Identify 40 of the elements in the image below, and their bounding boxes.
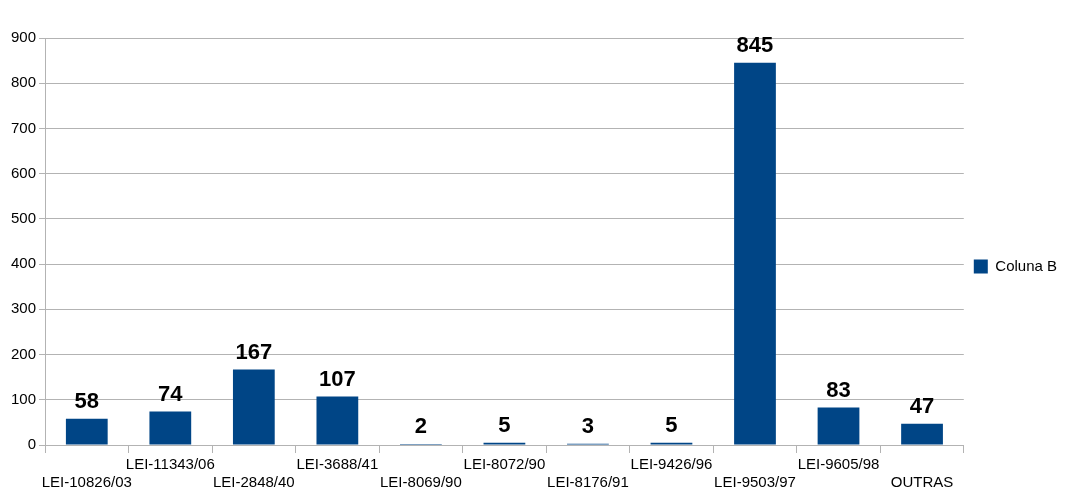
bar <box>817 407 860 445</box>
x-tick-label: LEI-9605/98 <box>797 455 880 473</box>
y-tick-label: 200 <box>11 344 37 362</box>
bar <box>232 369 275 445</box>
x-tick-label: LEI-8069/90 <box>380 473 462 491</box>
y-tick-label: 500 <box>11 209 37 227</box>
y-tick-label: 0 <box>27 435 37 453</box>
x-tick-label: LEI-11343/06 <box>125 455 215 473</box>
bar <box>901 423 943 445</box>
y-tick-label: 300 <box>11 299 37 317</box>
y-tick-label: 700 <box>11 118 37 136</box>
x-tick-label: LEI-8072/90 <box>463 455 546 473</box>
data-label: 83 <box>826 376 851 402</box>
data-label: 167 <box>235 338 273 364</box>
x-tick-label: LEI-10826/03 <box>41 473 132 491</box>
bar <box>65 418 108 445</box>
data-label: 5 <box>665 411 678 437</box>
x-tick-label: LEI-9503/97 <box>714 473 796 491</box>
data-label: 3 <box>581 412 595 438</box>
x-tick-label: OUTRAS <box>890 473 954 491</box>
y-tick-label: 100 <box>11 389 37 407</box>
x-tick-label: LEI-2848/40 <box>212 473 295 491</box>
x-tick-label: LEI-9426/96 <box>630 455 713 473</box>
legend-label: Coluna B <box>995 256 1058 274</box>
x-tick-label: LEI-8176/91 <box>547 473 629 491</box>
data-label: 74 <box>158 380 184 406</box>
y-tick-label: 900 <box>11 28 37 46</box>
bar <box>316 396 359 445</box>
y-tick-label: 400 <box>11 254 37 272</box>
bar <box>149 411 192 445</box>
data-label: 5 <box>498 411 511 437</box>
x-tick-label: LEI-3688/41 <box>296 455 379 473</box>
data-label: 107 <box>319 365 356 391</box>
y-tick-label: 600 <box>11 163 37 181</box>
data-label: 58 <box>74 387 100 413</box>
data-label: 2 <box>414 413 428 439</box>
bar <box>734 62 776 445</box>
y-tick-label: 800 <box>11 73 37 91</box>
data-label: 845 <box>736 31 774 57</box>
data-label: 47 <box>909 392 935 418</box>
